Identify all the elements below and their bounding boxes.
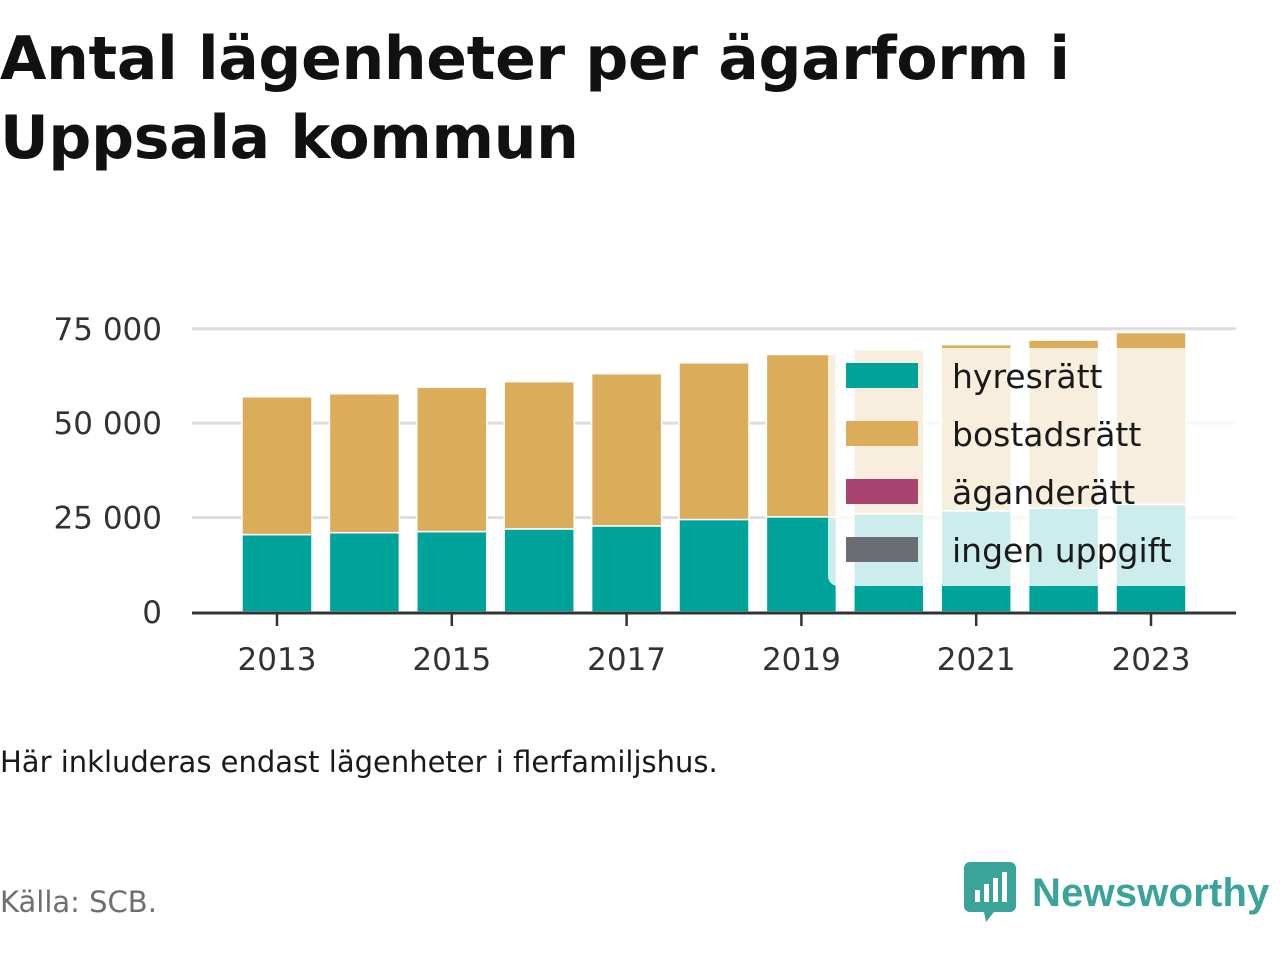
legend-swatch xyxy=(846,537,918,562)
bar-segment xyxy=(765,516,838,613)
legend-swatch xyxy=(846,479,918,504)
x-tick-label: 2017 xyxy=(587,642,666,678)
bar-segment xyxy=(328,392,401,534)
x-axis: 2013 2015 2017 2019 2021 2023 xyxy=(192,611,1236,678)
source-text: Källa: SCB. xyxy=(0,885,157,919)
bar-segment xyxy=(503,528,575,613)
x-tick-label: 2023 xyxy=(1112,642,1191,678)
bar-segment xyxy=(241,533,313,613)
legend-swatch xyxy=(846,363,918,388)
legend-label: äganderätt xyxy=(952,473,1135,512)
legend-label: ingen uppgift xyxy=(952,531,1172,570)
bar-segment xyxy=(241,396,313,536)
bar-chart: 0 25 000 50 000 75 000 2013 2015 2017 2019 2021… xyxy=(54,312,1238,678)
brand-name: Newsworthy xyxy=(1032,870,1270,915)
legend-label: bostadsrätt xyxy=(952,415,1141,454)
y-tick-label: 75 000 xyxy=(54,312,162,348)
bar-segment xyxy=(590,525,663,613)
x-tick-label: 2013 xyxy=(238,642,317,678)
bar-segment xyxy=(678,362,750,521)
y-tick-label: 0 xyxy=(142,595,162,631)
x-tick-label: 2021 xyxy=(937,642,1016,678)
bar-segment xyxy=(765,353,838,518)
bar-segment xyxy=(416,386,488,533)
footnote: Här inkluderas endast lägenheter i flerf… xyxy=(0,745,718,779)
bar-segment xyxy=(416,530,488,613)
bar-segment xyxy=(678,518,750,613)
legend-label: hyresrätt xyxy=(952,357,1103,396)
y-tick-label: 25 000 xyxy=(54,501,162,537)
x-tick-label: 2019 xyxy=(762,642,841,678)
bar-segment xyxy=(590,372,663,527)
bar-segment xyxy=(503,380,575,530)
legend-swatch xyxy=(846,421,918,446)
legend-background xyxy=(828,348,1238,586)
legend: hyresrätt bostadsrätt äganderätt ingen uppg… xyxy=(828,348,1238,586)
y-tick-label: 50 000 xyxy=(54,406,162,442)
x-tick-label: 2015 xyxy=(412,642,491,678)
newsworthy-logo-icon xyxy=(964,862,1016,922)
y-axis: 0 25 000 50 000 75 000 xyxy=(54,312,162,631)
brand-logo: Newsworthy xyxy=(964,862,1270,924)
bar-segment xyxy=(328,531,401,613)
chart-title: Antal lägenheter per ägarform i Uppsala … xyxy=(0,24,1070,173)
